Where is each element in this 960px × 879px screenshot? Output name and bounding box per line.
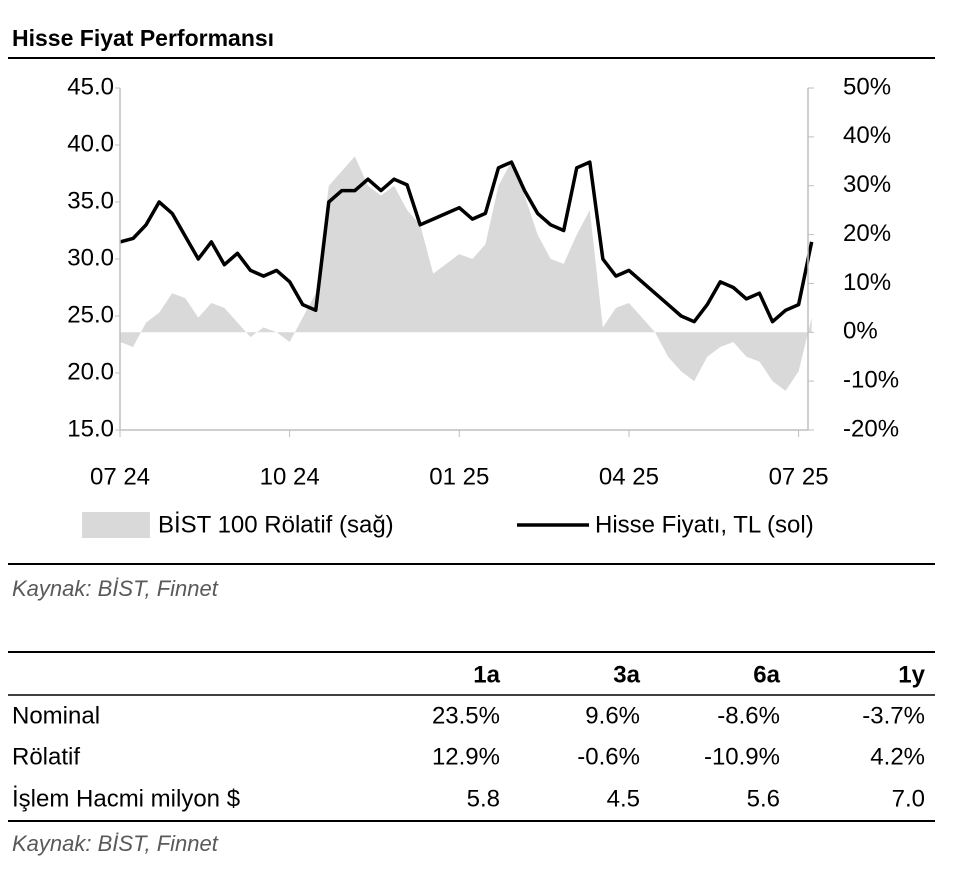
x-tick-label: 10 24 xyxy=(260,463,320,490)
y2-tick-label: 20% xyxy=(843,220,891,247)
y-tick-label: 30.0 xyxy=(67,244,114,271)
legend-label: Hisse Fiyatı, TL (sol) xyxy=(595,511,814,538)
y2-tick-label: 10% xyxy=(843,269,891,296)
chart-title: Hisse Fiyat Performansı xyxy=(12,25,274,51)
table-cell: -8.6% xyxy=(717,702,780,729)
table-cell: 5.6 xyxy=(747,785,780,812)
x-tick-label: 07 24 xyxy=(90,463,150,490)
y-tick-label: 40.0 xyxy=(67,130,114,157)
row-label: İşlem Hacmi milyon $ xyxy=(12,785,240,812)
y2-tick-label: -20% xyxy=(843,415,899,442)
legend-swatch xyxy=(82,512,150,538)
x-tick-label: 01 25 xyxy=(429,463,489,490)
x-tick-label: 07 25 xyxy=(769,463,829,490)
table-cell: 4.2% xyxy=(870,743,925,770)
table-header: 1a xyxy=(473,661,500,688)
table-source: Kaynak: BİST, Finnet xyxy=(12,831,219,856)
area xyxy=(120,156,812,391)
y-tick-label: 45.0 xyxy=(67,73,114,100)
y2-tick-label: -10% xyxy=(843,366,899,393)
y-tick-label: 15.0 xyxy=(67,415,114,442)
y2-tick-label: 50% xyxy=(843,73,891,100)
y-tick-label: 35.0 xyxy=(67,187,114,214)
legend-label: BİST 100 Rölatif (sağ) xyxy=(158,511,394,538)
y2-tick-label: 40% xyxy=(843,122,891,149)
table-cell: 4.5 xyxy=(607,785,640,812)
line xyxy=(119,160,814,324)
y2-tick-label: 0% xyxy=(843,318,878,345)
table-cell: 23.5% xyxy=(432,702,500,729)
chart-source: Kaynak: BİST, Finnet xyxy=(12,576,219,601)
table-cell: 12.9% xyxy=(432,743,500,770)
y-tick-label: 25.0 xyxy=(67,301,114,328)
row-label: Rölatif xyxy=(12,743,80,770)
table-cell: 7.0 xyxy=(892,785,925,812)
table-cell: -10.9% xyxy=(704,743,780,770)
table-cell: 9.6% xyxy=(585,702,640,729)
y2-tick-label: 30% xyxy=(843,171,891,198)
table-cell: -0.6% xyxy=(577,743,640,770)
table-header: 3a xyxy=(613,661,640,688)
table-cell: -3.7% xyxy=(862,702,925,729)
table-cell: 5.8 xyxy=(467,785,500,812)
row-label: Nominal xyxy=(12,702,100,729)
table-header: 1y xyxy=(898,661,925,688)
y-tick-label: 20.0 xyxy=(67,358,114,385)
x-tick-label: 04 25 xyxy=(599,463,659,490)
table-header: 6a xyxy=(753,661,780,688)
